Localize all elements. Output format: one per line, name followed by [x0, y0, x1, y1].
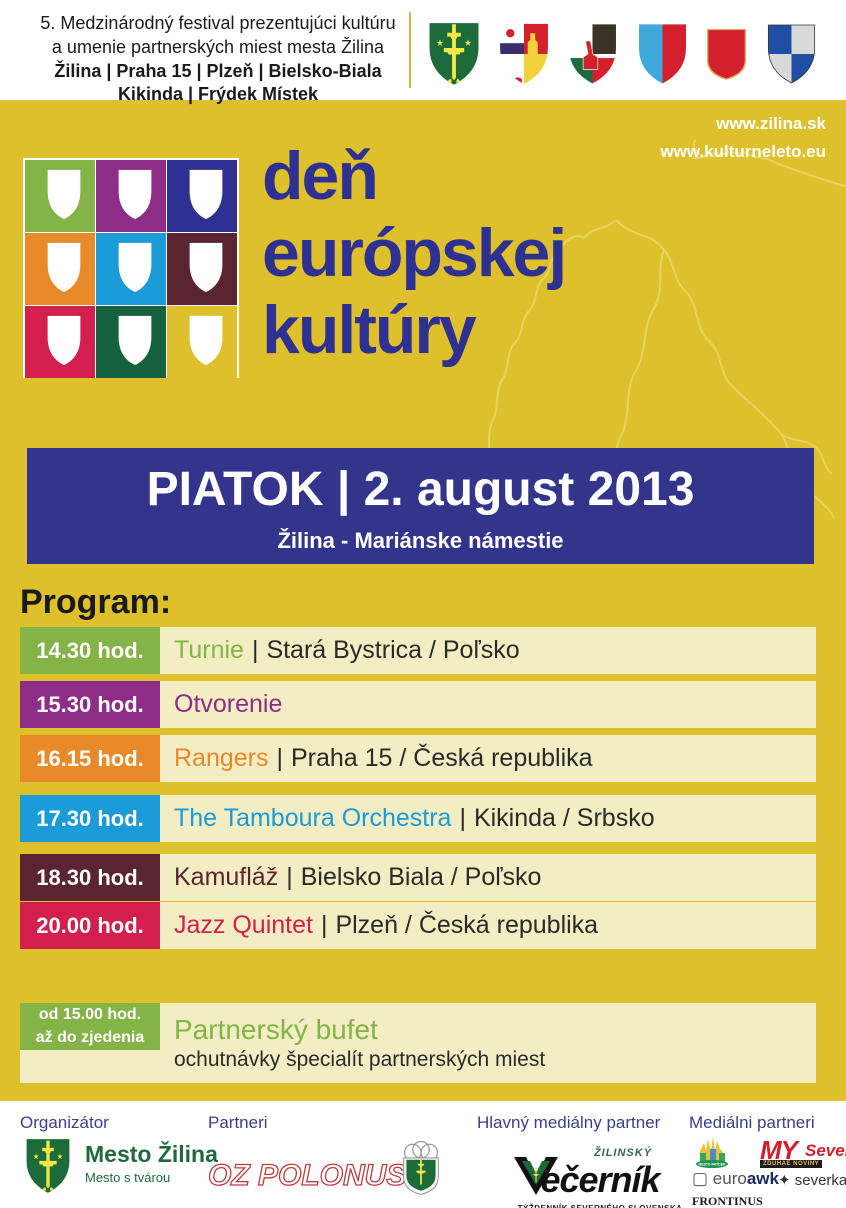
- svg-text:MESTO FRÝDEK: MESTO FRÝDEK: [699, 1162, 726, 1167]
